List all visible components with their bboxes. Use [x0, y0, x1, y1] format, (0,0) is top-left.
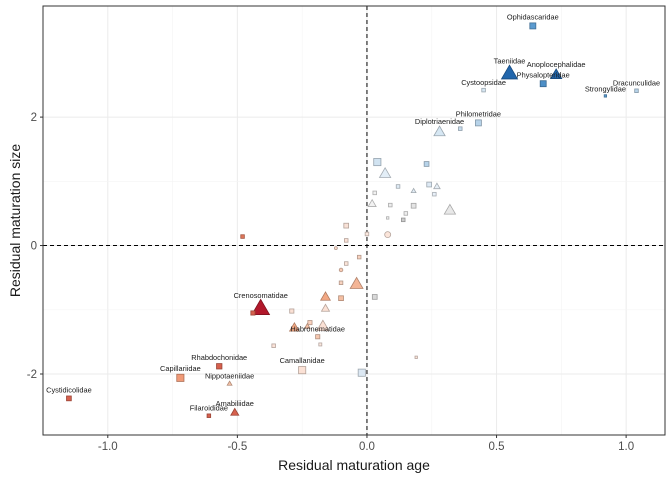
data-point-anoplocephalidae — [549, 68, 563, 79]
y-axis-title: Residual maturation size — [7, 144, 23, 298]
data-point-unlabeled — [388, 202, 393, 208]
data-point-unlabeled — [403, 211, 409, 216]
point-label: Taeniidae — [494, 57, 526, 66]
data-point-unlabeled — [338, 280, 344, 285]
data-point-unlabeled — [333, 246, 338, 251]
point-label: Crenosomatidae — [234, 291, 288, 300]
data-point-cystidicolidae — [66, 395, 72, 402]
data-point-unlabeled — [364, 231, 370, 237]
data-point-unlabeled — [240, 234, 245, 239]
data-point-camallanidae — [298, 366, 307, 375]
data-point-unlabeled — [320, 303, 331, 312]
point-label: Nippotaeniidae — [205, 372, 254, 381]
x-tick-label: -1.0 — [98, 441, 118, 453]
data-point-unlabeled — [343, 222, 350, 229]
point-label: Strongylidae — [585, 85, 626, 94]
data-point-unlabeled — [250, 310, 256, 316]
data-point-unlabeled — [423, 161, 430, 167]
data-point-habronematidae — [315, 334, 321, 340]
data-point-unlabeled — [318, 342, 323, 347]
data-point-unlabeled — [401, 217, 406, 223]
axis-ticks: -1.0 -0.5 0.0 0.5 1.0 -2 0 2 — [27, 112, 634, 453]
data-point-unlabeled — [289, 308, 295, 314]
data-point-unlabeled — [371, 294, 378, 300]
data-point-rhabdochonidae — [216, 363, 223, 370]
data-point-unlabeled — [349, 276, 364, 289]
data-point-unlabeled — [443, 203, 457, 215]
data-point-unlabeled — [384, 231, 392, 239]
data-point-unlabeled — [356, 254, 362, 260]
data-point-unlabeled — [357, 368, 366, 377]
data-point-cystoopsidae — [481, 87, 486, 93]
data-point-unlabeled — [288, 321, 300, 332]
data-point-unlabeled — [303, 322, 311, 329]
data-point-ophidascaridae — [529, 22, 537, 30]
x-tick-label: 1.0 — [618, 441, 634, 453]
data-points — [66, 22, 639, 418]
data-point-crenosomatidae — [251, 298, 271, 315]
data-point-unlabeled — [367, 198, 377, 207]
data-point-unlabeled — [344, 261, 349, 266]
point-label: Anoplocephalidae — [527, 60, 586, 69]
x-tick-label: 0.0 — [359, 441, 375, 453]
data-point-unlabeled — [271, 343, 276, 348]
data-point-strongylidae — [603, 94, 607, 98]
grid — [43, 6, 665, 435]
y-tick-label: -2 — [27, 369, 37, 381]
data-point-amabiliidae — [230, 407, 240, 416]
data-point-unlabeled — [395, 184, 401, 189]
point-label: Cystidicolidae — [46, 386, 92, 395]
data-point-filaroididae — [206, 413, 212, 418]
data-point-unlabeled — [307, 320, 313, 326]
data-point-unlabeled — [338, 295, 344, 302]
data-point-unlabeled — [410, 187, 417, 194]
data-point-unlabeled — [344, 238, 349, 243]
point-label: Ophidascaridae — [507, 13, 559, 22]
point-label: Cystoopsidae — [461, 78, 506, 87]
point-label: Physalopteridae — [517, 70, 570, 79]
data-point-diplotriaenidae — [433, 125, 446, 137]
y-tick-label: 0 — [31, 241, 37, 253]
data-point-unlabeled — [373, 158, 382, 167]
point-label: Capillariidae — [160, 364, 201, 373]
x-tick-label: 0.5 — [489, 441, 505, 453]
point-label: Habronematidae — [290, 324, 345, 333]
data-point-physalopteridae — [539, 80, 547, 88]
data-point-unlabeled — [414, 355, 418, 359]
y-tick-label: 2 — [31, 112, 37, 124]
data-point-unlabeled — [433, 182, 441, 190]
point-labels: Ophidascaridae Taeniidae Anoplocephalidae C… — [46, 13, 660, 413]
data-point-capillariidae — [176, 373, 185, 382]
reference-lines — [43, 6, 665, 435]
data-point-unlabeled — [338, 267, 344, 273]
data-point-unlabeled — [386, 216, 390, 220]
point-label: Rhabdochonidae — [191, 353, 247, 362]
data-point-unlabeled — [410, 202, 417, 209]
data-point-unlabeled — [316, 319, 330, 332]
x-tick-label: -0.5 — [227, 441, 247, 453]
data-point-unlabeled — [458, 126, 463, 131]
data-point-unlabeled — [372, 190, 377, 196]
point-label: Dracunculidae — [613, 79, 660, 88]
point-label: Diplotriaenidae — [415, 117, 464, 126]
data-point-unlabeled — [378, 167, 392, 178]
data-point-unlabeled — [319, 291, 331, 301]
data-point-nippotaeniidae — [226, 380, 233, 386]
point-label: Amabiliidae — [216, 399, 254, 408]
plot-panel-border — [42, 5, 666, 436]
point-label: Filaroididae — [190, 404, 228, 413]
point-label: Camallanidae — [280, 356, 325, 365]
data-point-unlabeled — [426, 181, 432, 188]
point-label: Philometridae — [456, 109, 501, 118]
data-point-philometridae — [474, 119, 482, 127]
data-point-dracunculidae — [634, 88, 639, 93]
x-axis-title: Residual maturation age — [278, 457, 430, 473]
data-point-unlabeled — [432, 191, 437, 197]
data-point-taeniidae — [500, 64, 519, 80]
